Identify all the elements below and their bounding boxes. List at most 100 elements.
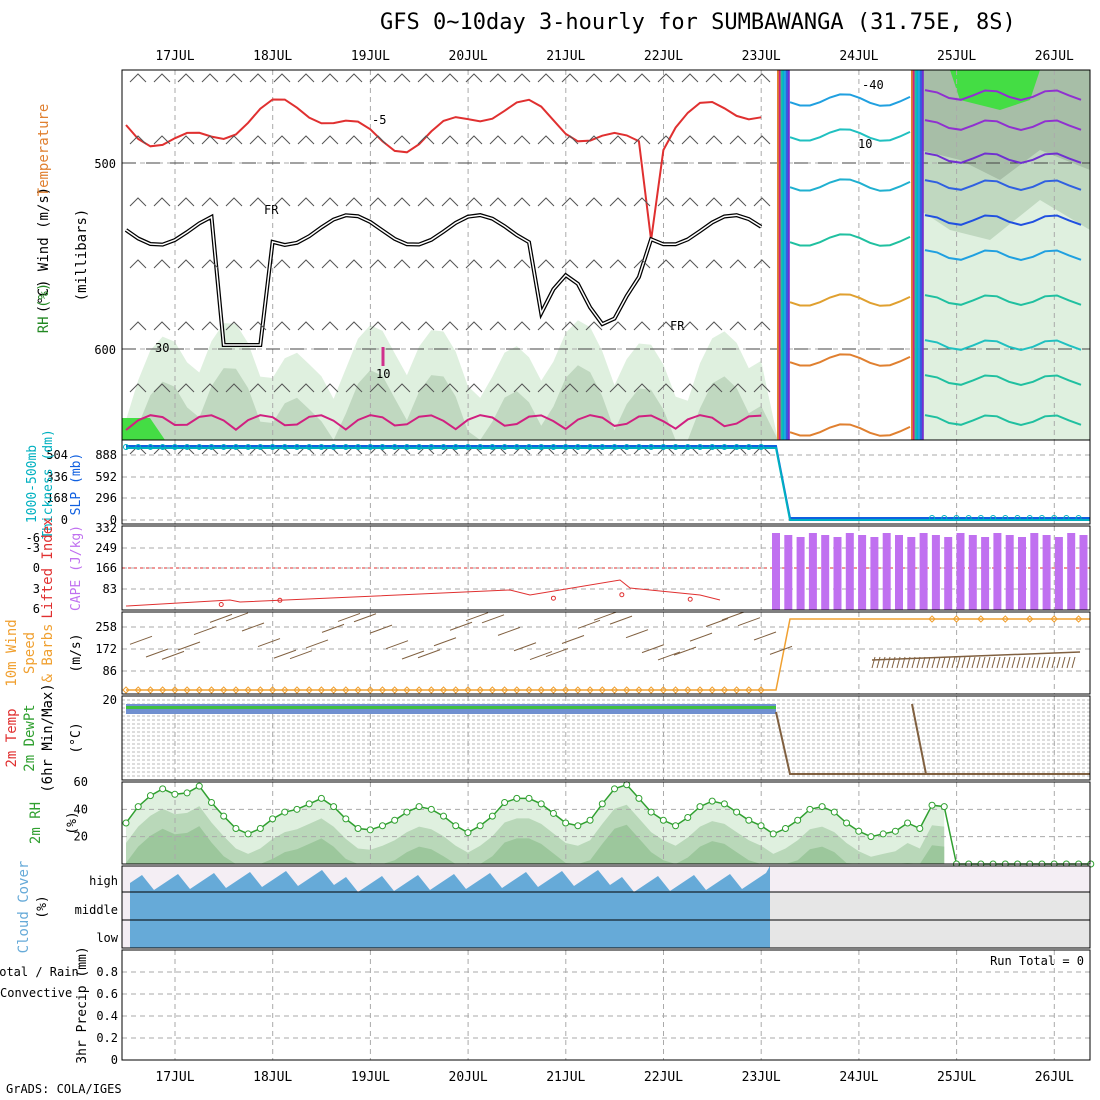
cape-bar-4: [821, 535, 830, 610]
barb-2-634: [633, 197, 651, 207]
wind-barb-late-975: [971, 656, 976, 669]
wind-speed-marker-18: [342, 686, 350, 694]
wind-barb-late-965: [961, 656, 966, 669]
rh2m-point-21: [378, 822, 386, 830]
slp-dot-41: [623, 444, 630, 450]
wind-barb-late-1040: [1036, 656, 1041, 669]
barb-5-346: [345, 383, 363, 393]
barb-4-442: [441, 321, 459, 331]
wind-speed-marker-6: [195, 686, 203, 694]
wind-barb-690: [689, 632, 713, 642]
rh2m-point-49: [720, 800, 728, 808]
wind-barb-late-955: [951, 656, 956, 669]
wind-speed-marker-8: [219, 686, 228, 694]
barb-3-298: [297, 259, 315, 269]
slp-dot-49: [721, 444, 728, 450]
upper-left-label-wind: (°C) Wind (m/s): [36, 187, 52, 313]
rh-mid-area: [122, 365, 778, 440]
barb-2-322: [321, 197, 339, 207]
wind-speed-marker-47: [696, 686, 704, 694]
barb-5-538: [537, 383, 555, 393]
barb-1-562: [561, 135, 579, 145]
barb-0-730: [729, 73, 747, 83]
rh2m-point-7: [207, 799, 215, 806]
rh2m-point-27: [452, 822, 460, 830]
barb-2-514: [513, 197, 531, 207]
barb-3-658: [657, 259, 675, 269]
rh2m-point-45: [672, 822, 680, 830]
slp-dot-3: [159, 444, 166, 450]
cloud-panel-frame: [121, 865, 1091, 949]
rh2m-point-20: [366, 826, 374, 834]
barb-3-634: [633, 259, 651, 269]
cape-bar-9: [882, 533, 891, 610]
barb-4-298: [297, 321, 315, 331]
cape-bar-16: [968, 535, 977, 610]
rh2m-mid-label: (%): [65, 811, 80, 834]
precip-left-label-1: Total / Rain: [0, 965, 79, 979]
rh2m-point-43: [647, 808, 655, 816]
slp-dot-late-74: [1026, 515, 1033, 521]
wind-barb-late-915: [911, 656, 916, 669]
barb-0-418: [417, 73, 435, 83]
barb-1-754: [753, 135, 771, 145]
wind-speed-marker-late-78: [1074, 615, 1083, 623]
barb-1-442: [441, 135, 459, 145]
barb-2-202: [201, 197, 219, 207]
date-label-top-0: 17JUL: [155, 49, 194, 64]
slp-dot-20: [367, 444, 374, 450]
cape-bar-6: [845, 533, 854, 610]
date-label-top-2: 19JUL: [351, 49, 390, 64]
barb-0-370: [369, 73, 387, 83]
slp-dot-34: [538, 444, 545, 450]
cape-bar-20: [1018, 537, 1026, 610]
barb-1-610: [609, 135, 627, 145]
barb-3-274: [273, 259, 291, 269]
rh2m-panel-frame: [121, 781, 1091, 865]
date-label-top-3: 20JUL: [449, 49, 488, 64]
slp-left-tick-0: 504: [46, 448, 68, 462]
slp-line: [126, 445, 1090, 519]
slp-dot-23: [403, 444, 410, 450]
barb-2-130: [129, 197, 147, 207]
barb-4-754: [753, 321, 771, 331]
wind-barb-722: [721, 611, 745, 621]
wind-barb-late-885: [881, 656, 886, 669]
wind-barb-late-line: [871, 651, 1081, 661]
barb-2-682: [681, 197, 699, 207]
barb-5-250: [249, 383, 267, 393]
barb-5-154: [153, 383, 171, 393]
temp-minus40-label: -40: [862, 78, 884, 92]
rh2m-point-0: [122, 819, 130, 827]
temp-panel-frame: [121, 695, 1091, 781]
precip-run-total: Run Total = 0: [990, 954, 1084, 968]
wind-barb-274: [273, 649, 297, 659]
wind-speed-marker-38: [586, 686, 594, 694]
wind-speed-marker-43: [647, 686, 655, 694]
precip-ytick-4: 0: [111, 1053, 118, 1067]
barb-3-490: [489, 259, 507, 269]
slp-dot-late-67: [941, 515, 948, 521]
cape-right-tick-0: 332: [95, 521, 117, 535]
contour-late-1: [924, 119, 1082, 132]
contour-mid-0: [789, 93, 911, 107]
rh2m-point-48: [708, 797, 716, 805]
slp-dot-42: [635, 444, 642, 450]
slp-panel-frame: [121, 439, 1091, 525]
wind-barb-354: [353, 613, 377, 623]
wind-barb-242: [241, 622, 265, 632]
cape-mid-label: CAPE (J/kg): [69, 525, 84, 611]
wind-speed-marker-late-70: [977, 615, 985, 623]
wind-speed-marker-10: [244, 686, 252, 694]
temp-line: [775, 711, 1090, 775]
wind-speed-marker-46: [684, 686, 692, 694]
fr-label-1: FR: [264, 203, 279, 217]
barb-5-682: [681, 383, 699, 393]
barb-5-130: [129, 383, 147, 393]
barb-2-442: [441, 197, 459, 207]
wind-barb-402: [401, 650, 425, 660]
wind-speed-marker-32: [513, 686, 521, 694]
barb-1-490: [489, 135, 507, 145]
cape-bar-25: [1079, 535, 1088, 610]
rh2m-point-4: [171, 790, 179, 798]
